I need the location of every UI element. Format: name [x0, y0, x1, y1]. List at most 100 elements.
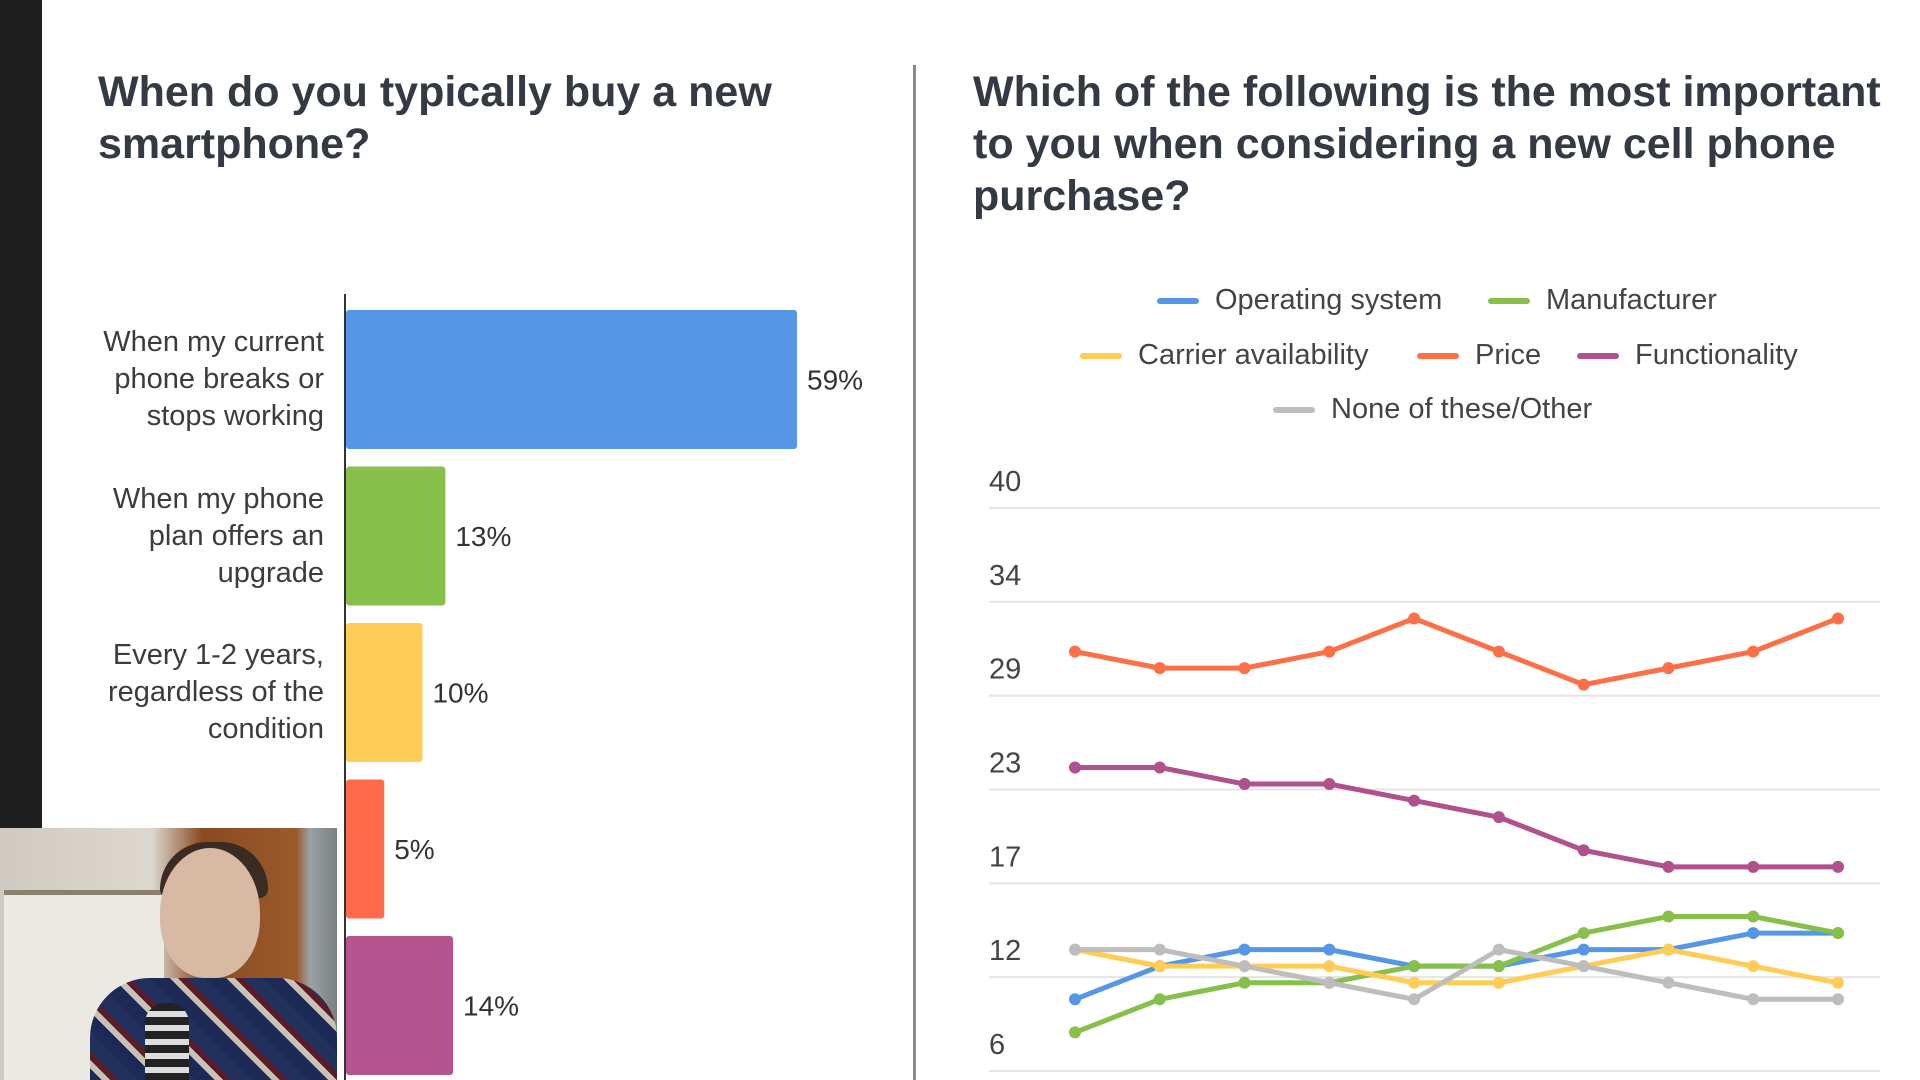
data-point — [1662, 662, 1675, 675]
bar-category-label: Every 1-2 years, regardless of the condi… — [107, 639, 324, 745]
data-point — [1323, 976, 1336, 989]
bar-value-label: 14% — [463, 991, 519, 1022]
data-point — [1662, 860, 1675, 873]
data-point — [1153, 761, 1166, 774]
series-line-carrier-availability — [1074, 947, 1839, 986]
data-point — [1069, 645, 1081, 658]
data-point — [1662, 910, 1675, 923]
legend-item: Price — [1417, 339, 1541, 372]
data-point — [1238, 943, 1251, 956]
legend-item: Functionality — [1577, 339, 1798, 372]
data-point — [1832, 612, 1844, 625]
bar-value-label: 13% — [455, 521, 511, 552]
y-tick-label: 6 — [989, 1029, 1005, 1061]
presenter-shirt — [90, 978, 337, 1080]
bar-value-label: 10% — [432, 678, 488, 709]
bar — [346, 310, 797, 449]
legend-label: Functionality — [1635, 339, 1798, 371]
data-point — [1492, 811, 1505, 824]
data-point — [1492, 943, 1505, 956]
legend-label: None of these/Other — [1331, 393, 1593, 425]
data-point — [1832, 860, 1844, 873]
data-point — [1577, 943, 1590, 956]
data-point — [1238, 778, 1251, 791]
left-chart-title: When do you typically buy a new smartpho… — [98, 68, 772, 168]
bar-value-label: 5% — [394, 834, 434, 865]
legend-label: Operating system — [1215, 284, 1443, 316]
data-point — [1747, 860, 1760, 873]
data-point — [1408, 794, 1421, 807]
data-point — [1153, 662, 1166, 675]
bar-category-label: When my current phone breaks or stops wo… — [103, 326, 324, 432]
bar-category-label: When my phone plan offers an upgrade — [112, 482, 324, 589]
data-point — [1408, 960, 1421, 973]
data-point — [1747, 910, 1760, 923]
legend-item: Carrier availability — [1080, 339, 1368, 372]
data-point — [1577, 960, 1590, 973]
data-point — [1577, 844, 1590, 857]
data-point — [1408, 993, 1421, 1006]
data-point — [1323, 645, 1336, 658]
y-tick-label: 12 — [989, 935, 1021, 967]
data-point — [1153, 960, 1166, 973]
legend-swatch — [1577, 352, 1619, 359]
data-point — [1832, 993, 1844, 1006]
bar — [346, 466, 446, 606]
data-point — [1747, 960, 1760, 973]
data-point — [1153, 993, 1166, 1006]
data-point — [1238, 976, 1251, 989]
y-tick-label: 29 — [989, 654, 1021, 686]
data-point — [1069, 761, 1081, 774]
data-point — [1662, 976, 1675, 989]
data-point — [1323, 960, 1336, 973]
legend-label: Manufacturer — [1546, 284, 1717, 316]
data-point — [1408, 612, 1421, 625]
data-point — [1323, 778, 1336, 791]
legend-item: Manufacturer — [1488, 284, 1717, 317]
bar — [346, 779, 385, 919]
legend-swatch — [1488, 297, 1530, 304]
data-point — [1153, 943, 1166, 956]
legend-swatch — [1273, 406, 1315, 413]
webcam-overlay — [0, 828, 337, 1080]
data-point — [1577, 678, 1590, 691]
data-point — [1069, 1026, 1081, 1039]
data-point — [1408, 976, 1421, 989]
series-line-none-of-these-other — [1075, 947, 1838, 1002]
legend-label: Price — [1475, 339, 1542, 371]
bar — [346, 936, 454, 1075]
data-point — [1747, 993, 1760, 1006]
legend-swatch — [1417, 352, 1459, 359]
right-chart-title: Which of the following is the most impor… — [973, 68, 1881, 220]
legend-item: None of these/Other — [1273, 393, 1592, 426]
data-point — [1662, 943, 1675, 956]
data-point — [1747, 645, 1760, 658]
legend-label: Carrier availability — [1138, 339, 1369, 371]
divider — [913, 65, 916, 1080]
data-point — [1492, 645, 1505, 658]
legend-swatch — [1157, 297, 1199, 304]
y-tick-label: 34 — [989, 560, 1021, 592]
series-line-price — [1074, 615, 1839, 688]
data-point — [1238, 662, 1251, 675]
presenter-face — [160, 848, 260, 978]
data-point — [1238, 960, 1251, 973]
data-point — [1069, 943, 1081, 956]
bar-value-label: 59% — [807, 365, 863, 396]
y-tick-label: 23 — [989, 748, 1021, 780]
data-point — [1323, 943, 1336, 956]
data-point — [1069, 993, 1081, 1006]
legend-item: Operating system — [1157, 284, 1442, 317]
data-point — [1492, 976, 1505, 989]
data-point — [1832, 976, 1844, 989]
data-point — [1832, 927, 1844, 940]
bar — [346, 623, 423, 762]
data-point — [1492, 960, 1505, 973]
y-tick-label: 17 — [989, 841, 1021, 873]
data-point — [1577, 927, 1590, 940]
microphone — [145, 1003, 189, 1080]
legend-swatch — [1080, 352, 1122, 359]
series-line-manufacturer — [1074, 914, 1839, 1035]
series-line-functionality — [1075, 764, 1838, 870]
